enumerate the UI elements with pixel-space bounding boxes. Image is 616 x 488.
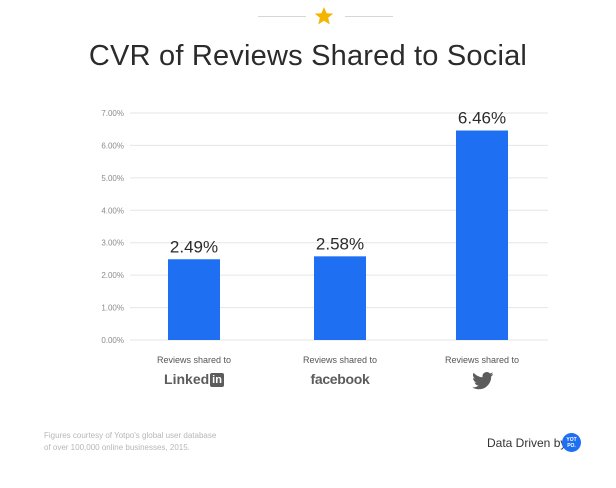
facebook-logo: facebook (310, 371, 370, 387)
category-label-facebook: Reviews shared to (302, 355, 378, 365)
footnote-line-2: of over 100,000 online businesses, 2015. (44, 443, 190, 452)
category-label-twitter: Reviews shared to (444, 355, 520, 365)
data-label: 2.58% (316, 234, 364, 253)
bar (314, 256, 366, 340)
decorative-line-left (258, 16, 306, 17)
y-tick-label: 6.00% (101, 141, 124, 150)
bar (168, 259, 220, 340)
y-tick-label: 4.00% (101, 206, 124, 215)
y-tick-label: 1.00% (101, 304, 124, 313)
twitter-bird-icon (472, 372, 494, 390)
footnote-line-1: Figures courtesy of Yotpo's global user … (44, 431, 217, 440)
data-label: 6.46% (458, 109, 506, 128)
footnote: Figures courtesy of Yotpo's global user … (44, 430, 264, 454)
y-tick-label: 5.00% (101, 174, 124, 183)
linkedin-logo-text: Linked (164, 371, 210, 387)
yotpo-logo: YOT PO. (562, 433, 581, 452)
decorative-line-right (345, 16, 393, 17)
chart-title: CVR of Reviews Shared to Social (88, 40, 528, 72)
y-tick-label: 2.00% (101, 271, 124, 280)
data-label: 2.49% (170, 237, 218, 256)
y-tick-label: 7.00% (101, 109, 124, 118)
linkedin-logo-box: in (210, 373, 224, 387)
y-tick-label: 0.00% (101, 336, 124, 345)
category-label-linkedin: Reviews shared to (156, 355, 232, 365)
star-icon (314, 7, 334, 25)
linkedin-logo: Linked in (124, 371, 264, 387)
y-tick-label: 3.00% (101, 239, 124, 248)
data-credit: Data Driven by (487, 436, 567, 450)
bar (456, 130, 508, 340)
